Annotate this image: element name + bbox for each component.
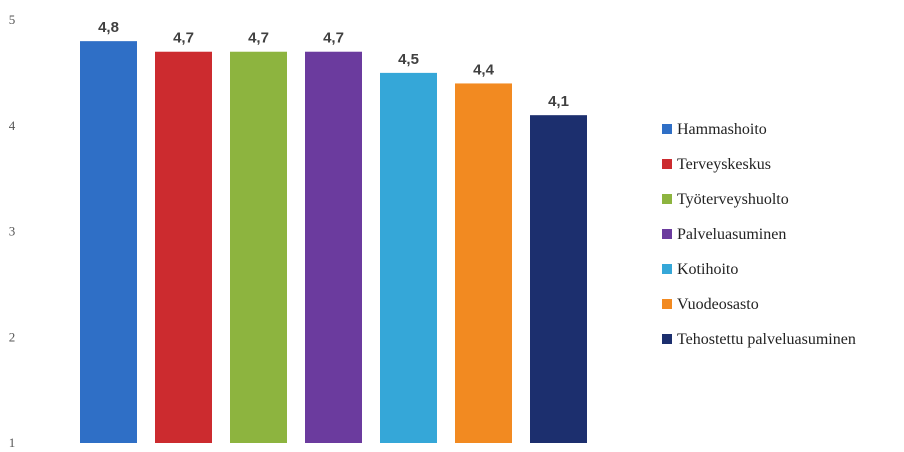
legend-swatch (662, 334, 672, 344)
data-label: 4,1 (548, 93, 569, 110)
legend-item-label: Palveluasuminen (677, 226, 786, 243)
bar-6 (530, 115, 587, 444)
data-label: 4,7 (173, 30, 194, 47)
data-label: 4,7 (248, 30, 269, 47)
legend-item-label: Terveyskeskus (677, 156, 771, 173)
legend-swatch (662, 194, 672, 204)
legend-swatch (662, 264, 672, 274)
y-tick-label: 4 (9, 118, 16, 133)
y-tick-label: 5 (9, 12, 16, 27)
legend-item-label: Vuodeosasto (677, 296, 759, 313)
legend-item-label: Tehostettu palveluasuminen (677, 331, 856, 348)
y-tick-label: 3 (9, 224, 16, 239)
legend: Hammashoito Terveyskeskus Työterveyshuolto… (662, 121, 856, 348)
bar-3 (305, 51, 362, 443)
data-labels: 4,8 4,7 4,7 4,7 4,5 4,4 4,1 (98, 19, 569, 110)
data-label: 4,8 (98, 19, 119, 36)
y-tick-label: 1 (9, 435, 16, 450)
legend-item-label: Hammashoito (677, 121, 767, 138)
legend-swatch (662, 124, 672, 134)
data-label: 4,7 (323, 30, 344, 47)
legend-item-label: Kotihoito (677, 261, 738, 278)
data-label: 4,4 (473, 61, 495, 78)
bars (80, 41, 587, 444)
legend-item-label: Työterveyshuolto (677, 191, 789, 208)
bar-5 (455, 83, 512, 443)
y-tick-label: 2 (9, 329, 16, 344)
legend-swatch (662, 159, 672, 169)
y-axis: 1 2 3 4 5 (9, 12, 16, 450)
bar-0 (80, 41, 137, 444)
bar-1 (155, 51, 212, 443)
bar-2 (230, 51, 287, 443)
bar-4 (380, 72, 437, 443)
data-label: 4,5 (398, 51, 419, 68)
legend-swatch (662, 229, 672, 239)
legend-swatch (662, 299, 672, 309)
